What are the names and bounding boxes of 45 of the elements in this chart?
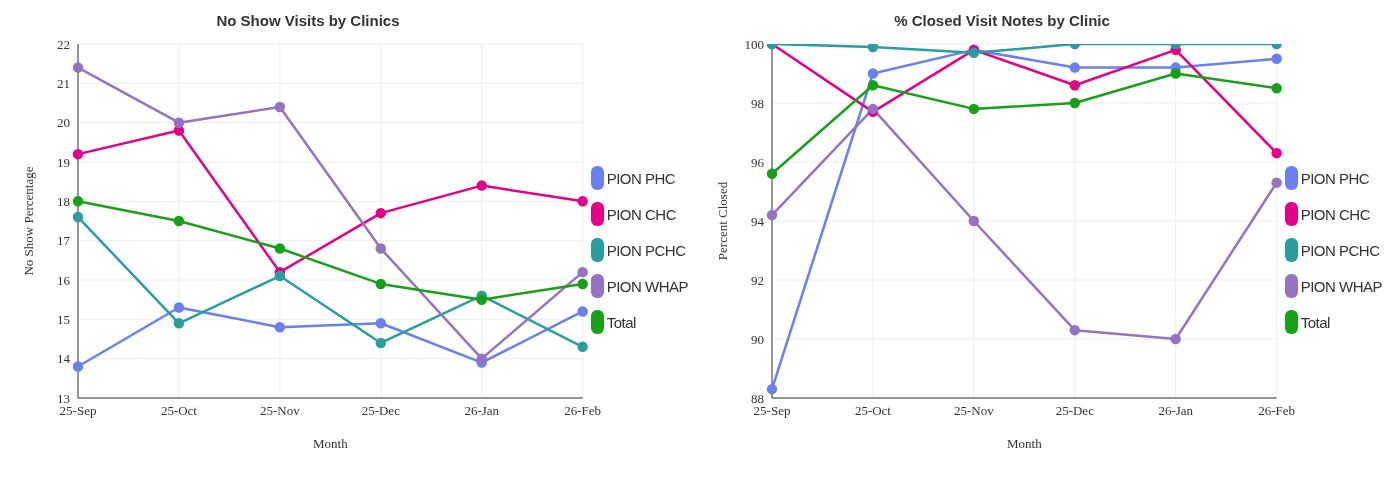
legend-label: Total [606,313,636,331]
legend-label: PION PHC [1300,169,1370,187]
y-tick-label: 100 [744,36,764,52]
x-tick-label: 25-Nov [954,403,995,419]
x-tick-label: 25-Oct [160,403,198,419]
legend-label: PION WHAP [1300,277,1382,295]
y-tick-label: 15 [57,311,70,327]
chart-title: % Closed Visit Notes by Clinic [893,11,1111,31]
y-tick-label: 18 [57,193,70,209]
legend-label: PION PCHC [606,241,686,259]
x-axis-title: Month [312,436,349,451]
y-tick-label: 21 [57,75,70,91]
x-tick-label: 26-Feb [1258,403,1296,419]
y-axis-title: No Show Percentage [20,166,36,276]
legend-label: PION PCHC [1300,241,1380,259]
chart-title: No Show Visits by Clinics [215,11,401,31]
y-tick-label: 13 [57,390,70,406]
y-tick-label: 14 [57,351,71,367]
y-tick-label: 16 [57,272,71,288]
legend-label: PION CHC [1300,205,1370,223]
y-tick-label: 22 [57,36,70,52]
x-tick-label: 25-Sep [753,403,791,419]
y-tick-label: 98 [751,95,764,111]
y-axis-title: Percent Closed [714,181,730,261]
y-tick-label: 19 [57,154,70,170]
x-tick-label: 25-Dec [1055,403,1095,419]
y-tick-label: 20 [57,115,70,131]
x-tick-label: 26-Jan [464,403,500,419]
legend-label: Total [1300,313,1330,331]
x-tick-label: 25-Sep [59,403,97,419]
x-tick-label: 25-Oct [854,403,892,419]
x-tick-label: 25-Dec [361,403,401,419]
x-tick-label: 26-Feb [564,403,602,419]
y-tick-label: 88 [751,390,764,406]
y-tick-label: 96 [751,154,765,170]
x-tick-label: 26-Jan [1158,403,1194,419]
legend-label: PION PHC [606,169,676,187]
y-tick-label: 17 [57,233,71,249]
y-tick-label: 90 [751,331,764,347]
x-axis-title: Month [1006,436,1043,451]
legend-label: PION CHC [606,205,676,223]
legend-label: PION WHAP [606,277,688,295]
y-tick-label: 94 [751,213,765,229]
x-tick-label: 25-Nov [260,403,301,419]
y-tick-label: 92 [751,272,764,288]
